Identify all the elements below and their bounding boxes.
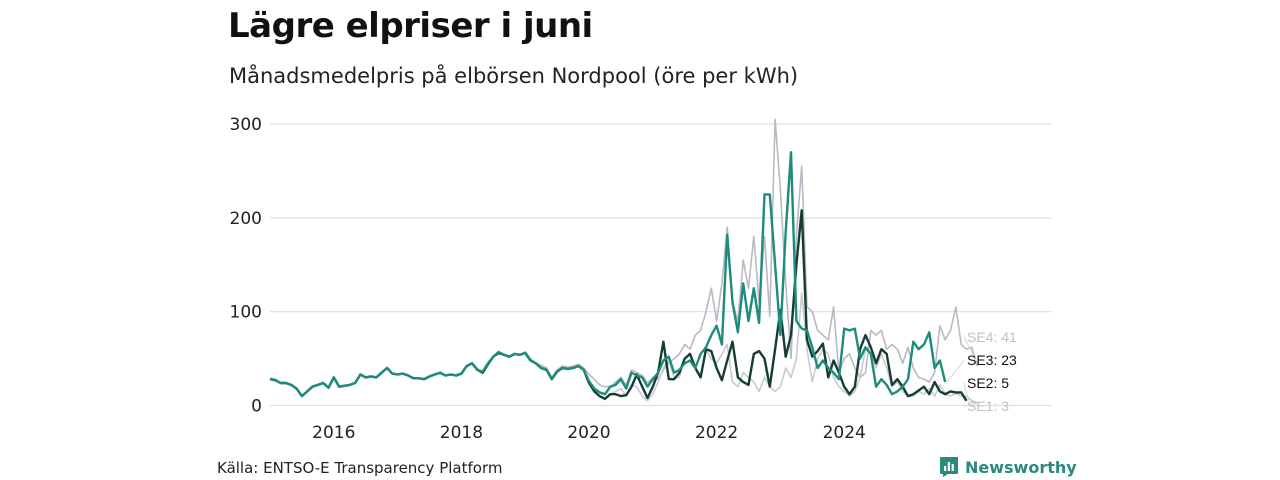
gridlines bbox=[270, 123, 1052, 407]
x-tick-label: 2020 bbox=[567, 423, 610, 443]
x-axis-tick-labels: 2016 2018 2020 2022 2024 bbox=[312, 423, 866, 443]
end-label-se4: SE4: 41 bbox=[967, 329, 1017, 345]
y-tick-label: 100 bbox=[230, 303, 262, 323]
end-label-se3: SE3: 23 bbox=[967, 352, 1017, 368]
end-label-se2: SE2: 5 bbox=[967, 375, 1009, 391]
x-tick-label: 2018 bbox=[440, 423, 483, 443]
leader-line-se3 bbox=[946, 359, 965, 383]
x-tick-label: 2016 bbox=[312, 423, 355, 443]
series-line-se3 bbox=[269, 150, 947, 398]
y-tick-label: 0 bbox=[251, 397, 262, 417]
end-label-se1: SE1: 3 bbox=[967, 398, 1009, 414]
y-axis-tick-labels: 0 100 200 300 bbox=[230, 115, 262, 416]
chart-subtitle: Månadsmedelpris på elbörsen Nordpool (ör… bbox=[229, 64, 799, 88]
series-line-se2 bbox=[269, 209, 968, 402]
source-note: Källa: ENTSO-E Transparency Platform bbox=[217, 459, 503, 477]
newsworthy-logo-icon bbox=[940, 457, 958, 477]
leader-line-se4 bbox=[963, 336, 980, 367]
x-tick-label: 2022 bbox=[695, 423, 738, 443]
y-tick-label: 200 bbox=[230, 209, 262, 229]
chart-title: Lägre elpriser i juni bbox=[228, 6, 593, 46]
series-end-labels: SE4: 41 SE1: 3 SE2: 5 SE3: 23 bbox=[946, 329, 1017, 414]
brand-name: Newsworthy bbox=[965, 457, 1077, 477]
brand-logo[interactable]: Newsworthy bbox=[939, 456, 1077, 478]
x-tick-label: 2024 bbox=[823, 423, 866, 443]
leader-line-se1 bbox=[963, 402, 980, 407]
leader-line-se2 bbox=[963, 382, 969, 401]
y-tick-label: 300 bbox=[230, 115, 262, 135]
series-lines bbox=[269, 118, 978, 404]
